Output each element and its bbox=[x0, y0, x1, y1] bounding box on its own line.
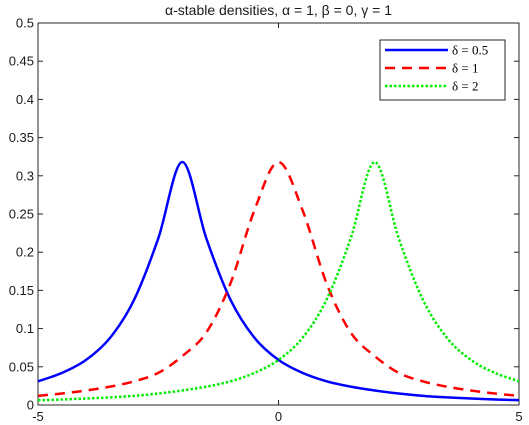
legend-label-3: δ = 2 bbox=[452, 79, 478, 94]
y-tick-label: 0.1 bbox=[16, 321, 34, 336]
y-tick-label: 0.05 bbox=[9, 359, 34, 374]
series-line-2 bbox=[38, 160, 519, 398]
series-group bbox=[38, 160, 519, 402]
y-tick-label: 0.3 bbox=[16, 168, 34, 183]
x-tick-label: -5 bbox=[32, 409, 44, 424]
y-tick-label: 0.5 bbox=[16, 16, 34, 31]
y-tick-label: 0 bbox=[27, 398, 34, 413]
y-tick-label: 0.35 bbox=[9, 130, 34, 145]
y-tick-label: 0.4 bbox=[16, 92, 34, 107]
x-tick-label: 5 bbox=[515, 409, 522, 424]
chart-title: α-stable densities, α = 1, β = 0, γ = 1 bbox=[165, 2, 392, 18]
y-tick-label: 0.15 bbox=[9, 283, 34, 298]
y-tick-label: 0.45 bbox=[9, 54, 34, 69]
legend: δ = 0.5 δ = 1 δ = 2 bbox=[379, 39, 506, 101]
y-tick-label: 0.2 bbox=[16, 245, 34, 260]
legend-label-1: δ = 0.5 bbox=[452, 43, 488, 58]
series-line-3 bbox=[38, 160, 519, 402]
x-tick-label: 0 bbox=[275, 409, 282, 424]
series-line-1 bbox=[38, 160, 519, 402]
legend-label-2: δ = 1 bbox=[452, 61, 478, 76]
y-tick-label: 0.25 bbox=[9, 207, 34, 222]
axis-ticks: 00.050.10.150.20.250.30.350.40.450.5-5 0 5 bbox=[9, 16, 523, 425]
